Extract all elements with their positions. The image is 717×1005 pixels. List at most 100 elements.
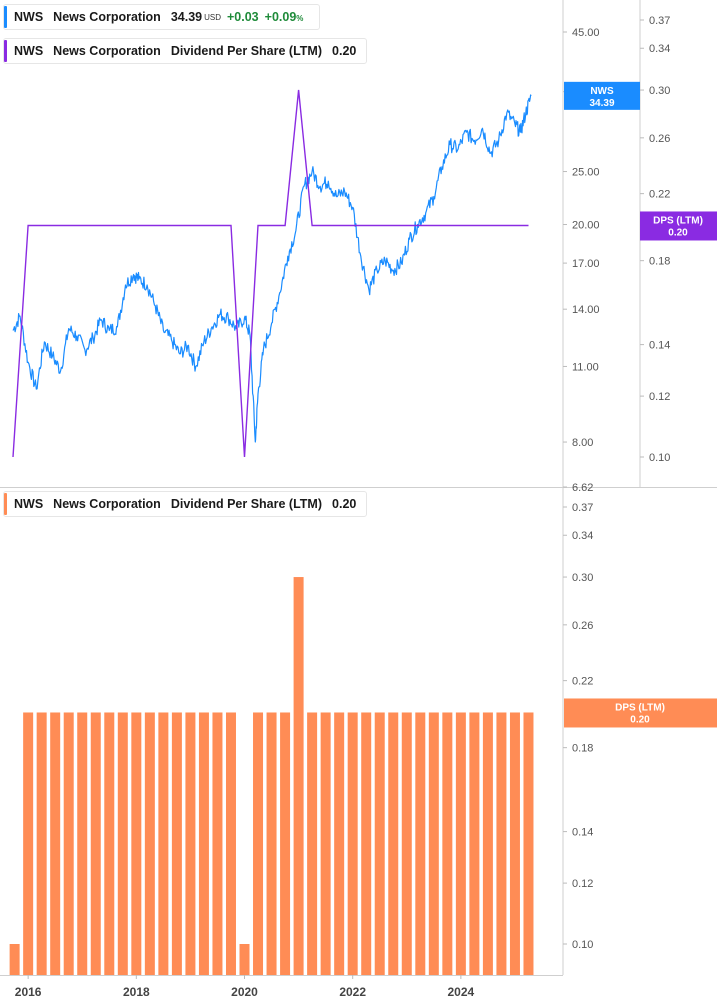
dps-bar xyxy=(469,712,480,975)
dps-bar xyxy=(171,712,182,975)
dps-axis-label: 0.12 xyxy=(649,391,670,403)
dps-bar xyxy=(239,944,250,975)
dps-bar xyxy=(496,712,507,975)
price-line xyxy=(12,94,532,443)
dps-bar xyxy=(50,712,61,975)
price-axis-label: 17.00 xyxy=(572,258,600,270)
x-axis-label: 2022 xyxy=(339,985,366,999)
legend-dps-top-value: 0.20 xyxy=(332,44,357,58)
price-marker-value: 34.39 xyxy=(589,98,614,109)
dps-marker-bottom xyxy=(564,698,717,728)
bottom-y-label: 0.14 xyxy=(572,827,593,839)
dps-bar xyxy=(442,712,453,975)
price-axis-label: 6.62 xyxy=(572,482,593,494)
dps-bar xyxy=(415,712,426,975)
dps-marker-bottom-value: 0.20 xyxy=(630,714,650,725)
dps-bar xyxy=(36,712,47,975)
bottom-y-label: 0.34 xyxy=(572,530,593,542)
dps-bar xyxy=(347,712,358,975)
legend-price-pct-sign: % xyxy=(296,14,304,23)
legend-price-change: +0.03 xyxy=(227,10,259,24)
dps-bar xyxy=(266,712,277,975)
dps-bar xyxy=(63,712,74,975)
dps-marker-top-value: 0.20 xyxy=(668,227,688,238)
x-axis-label: 2016 xyxy=(15,985,42,999)
x-axis-label: 2024 xyxy=(448,985,475,999)
dps-bar xyxy=(482,712,493,975)
price-marker xyxy=(564,81,640,110)
legend-price-change-pct-value: +0.09 xyxy=(264,10,297,24)
legend-price-value: 34.39 xyxy=(170,10,203,24)
dps-bar xyxy=(225,712,236,975)
dps-axis-label: 0.26 xyxy=(649,133,670,145)
dps-bar xyxy=(320,712,331,975)
dps-axis-label: 0.34 xyxy=(649,43,670,55)
dps-bar xyxy=(104,712,115,975)
legend-dps-top-metric: Dividend Per Share (LTM) xyxy=(170,44,323,58)
dps-bar xyxy=(455,712,466,975)
legend-dps-top-symbol: NWS xyxy=(14,44,44,58)
price-axis-label: 45.00 xyxy=(572,27,600,39)
legend-price-name: News Corporation xyxy=(53,10,161,24)
dps-bar xyxy=(90,712,101,975)
dps-axis-label: 0.30 xyxy=(649,85,670,97)
dps-bar xyxy=(307,712,318,975)
dps-bar xyxy=(388,712,399,975)
dps-bar xyxy=(198,712,209,975)
legend-price-change-pct: +0.09% xyxy=(265,10,304,24)
dps-bar xyxy=(334,712,345,975)
price-axis-label: 11.00 xyxy=(572,361,599,373)
legend-price-currency: USD xyxy=(204,12,221,22)
legend-dps-bottom-name: News Corporation xyxy=(53,497,161,511)
dps-bar xyxy=(428,712,439,975)
bottom-y-label: 0.18 xyxy=(572,743,593,755)
dps-bar xyxy=(253,712,264,975)
dps-bar xyxy=(185,712,196,975)
dps-bar xyxy=(401,712,412,975)
legend-dps-bottom: NWS News Corporation Dividend Per Share … xyxy=(3,491,368,517)
dps-bar xyxy=(523,712,534,975)
dps-bar xyxy=(77,712,88,975)
price-axis-label: 20.00 xyxy=(572,220,600,232)
legend-dps-top-name: News Corporation xyxy=(53,44,161,58)
dps-bar xyxy=(23,712,34,975)
dps-marker-top xyxy=(640,211,717,241)
bottom-y-label: 0.22 xyxy=(572,676,593,688)
dps-bar xyxy=(9,944,20,975)
dps-bar xyxy=(280,712,291,975)
legend-price-symbol: NWS xyxy=(14,10,44,24)
bottom-y-label: 0.30 xyxy=(572,572,593,584)
dps-axis-label: 0.14 xyxy=(649,340,670,352)
dps-axis-label: 0.10 xyxy=(649,452,670,464)
dps-bar xyxy=(117,712,128,975)
dps-bar xyxy=(158,712,169,975)
price-axis-label: 8.00 xyxy=(572,437,593,449)
price-axis-label: 14.00 xyxy=(572,304,600,316)
legend-dps-bottom-symbol: NWS xyxy=(14,497,44,511)
dps-marker-top-label: DPS (LTM) xyxy=(653,215,703,226)
bottom-y-label: 0.10 xyxy=(572,939,593,951)
dps-marker-bottom-label: DPS (LTM) xyxy=(615,702,665,713)
bottom-y-label: 0.37 xyxy=(572,502,593,514)
dps-bar xyxy=(131,712,142,975)
legend-dps-bottom-swatch xyxy=(4,493,7,515)
dps-axis-label: 0.22 xyxy=(649,189,670,201)
dps-axis-label: 0.37 xyxy=(649,15,670,27)
dps-bar xyxy=(509,712,520,975)
bottom-y-label: 0.12 xyxy=(572,878,593,890)
dps-bar xyxy=(293,577,304,975)
legend-price-swatch xyxy=(4,6,7,28)
legend-dps-bottom-metric: Dividend Per Share (LTM) xyxy=(170,497,323,511)
legend-dps-top: NWS News Corporation Dividend Per Share … xyxy=(3,38,368,64)
legend-dps-bottom-value: 0.20 xyxy=(332,497,357,511)
dps-bar xyxy=(212,712,223,975)
dps-axis-label: 0.18 xyxy=(649,256,670,268)
dps-bar xyxy=(361,712,372,975)
legend-dps-top-swatch xyxy=(4,40,7,62)
x-axis-label: 2018 xyxy=(123,985,150,999)
price-axis-label: 25.00 xyxy=(572,167,600,179)
dps-line xyxy=(12,89,529,458)
price-marker-label: NWS xyxy=(590,86,614,97)
bottom-y-label: 0.26 xyxy=(572,620,593,632)
